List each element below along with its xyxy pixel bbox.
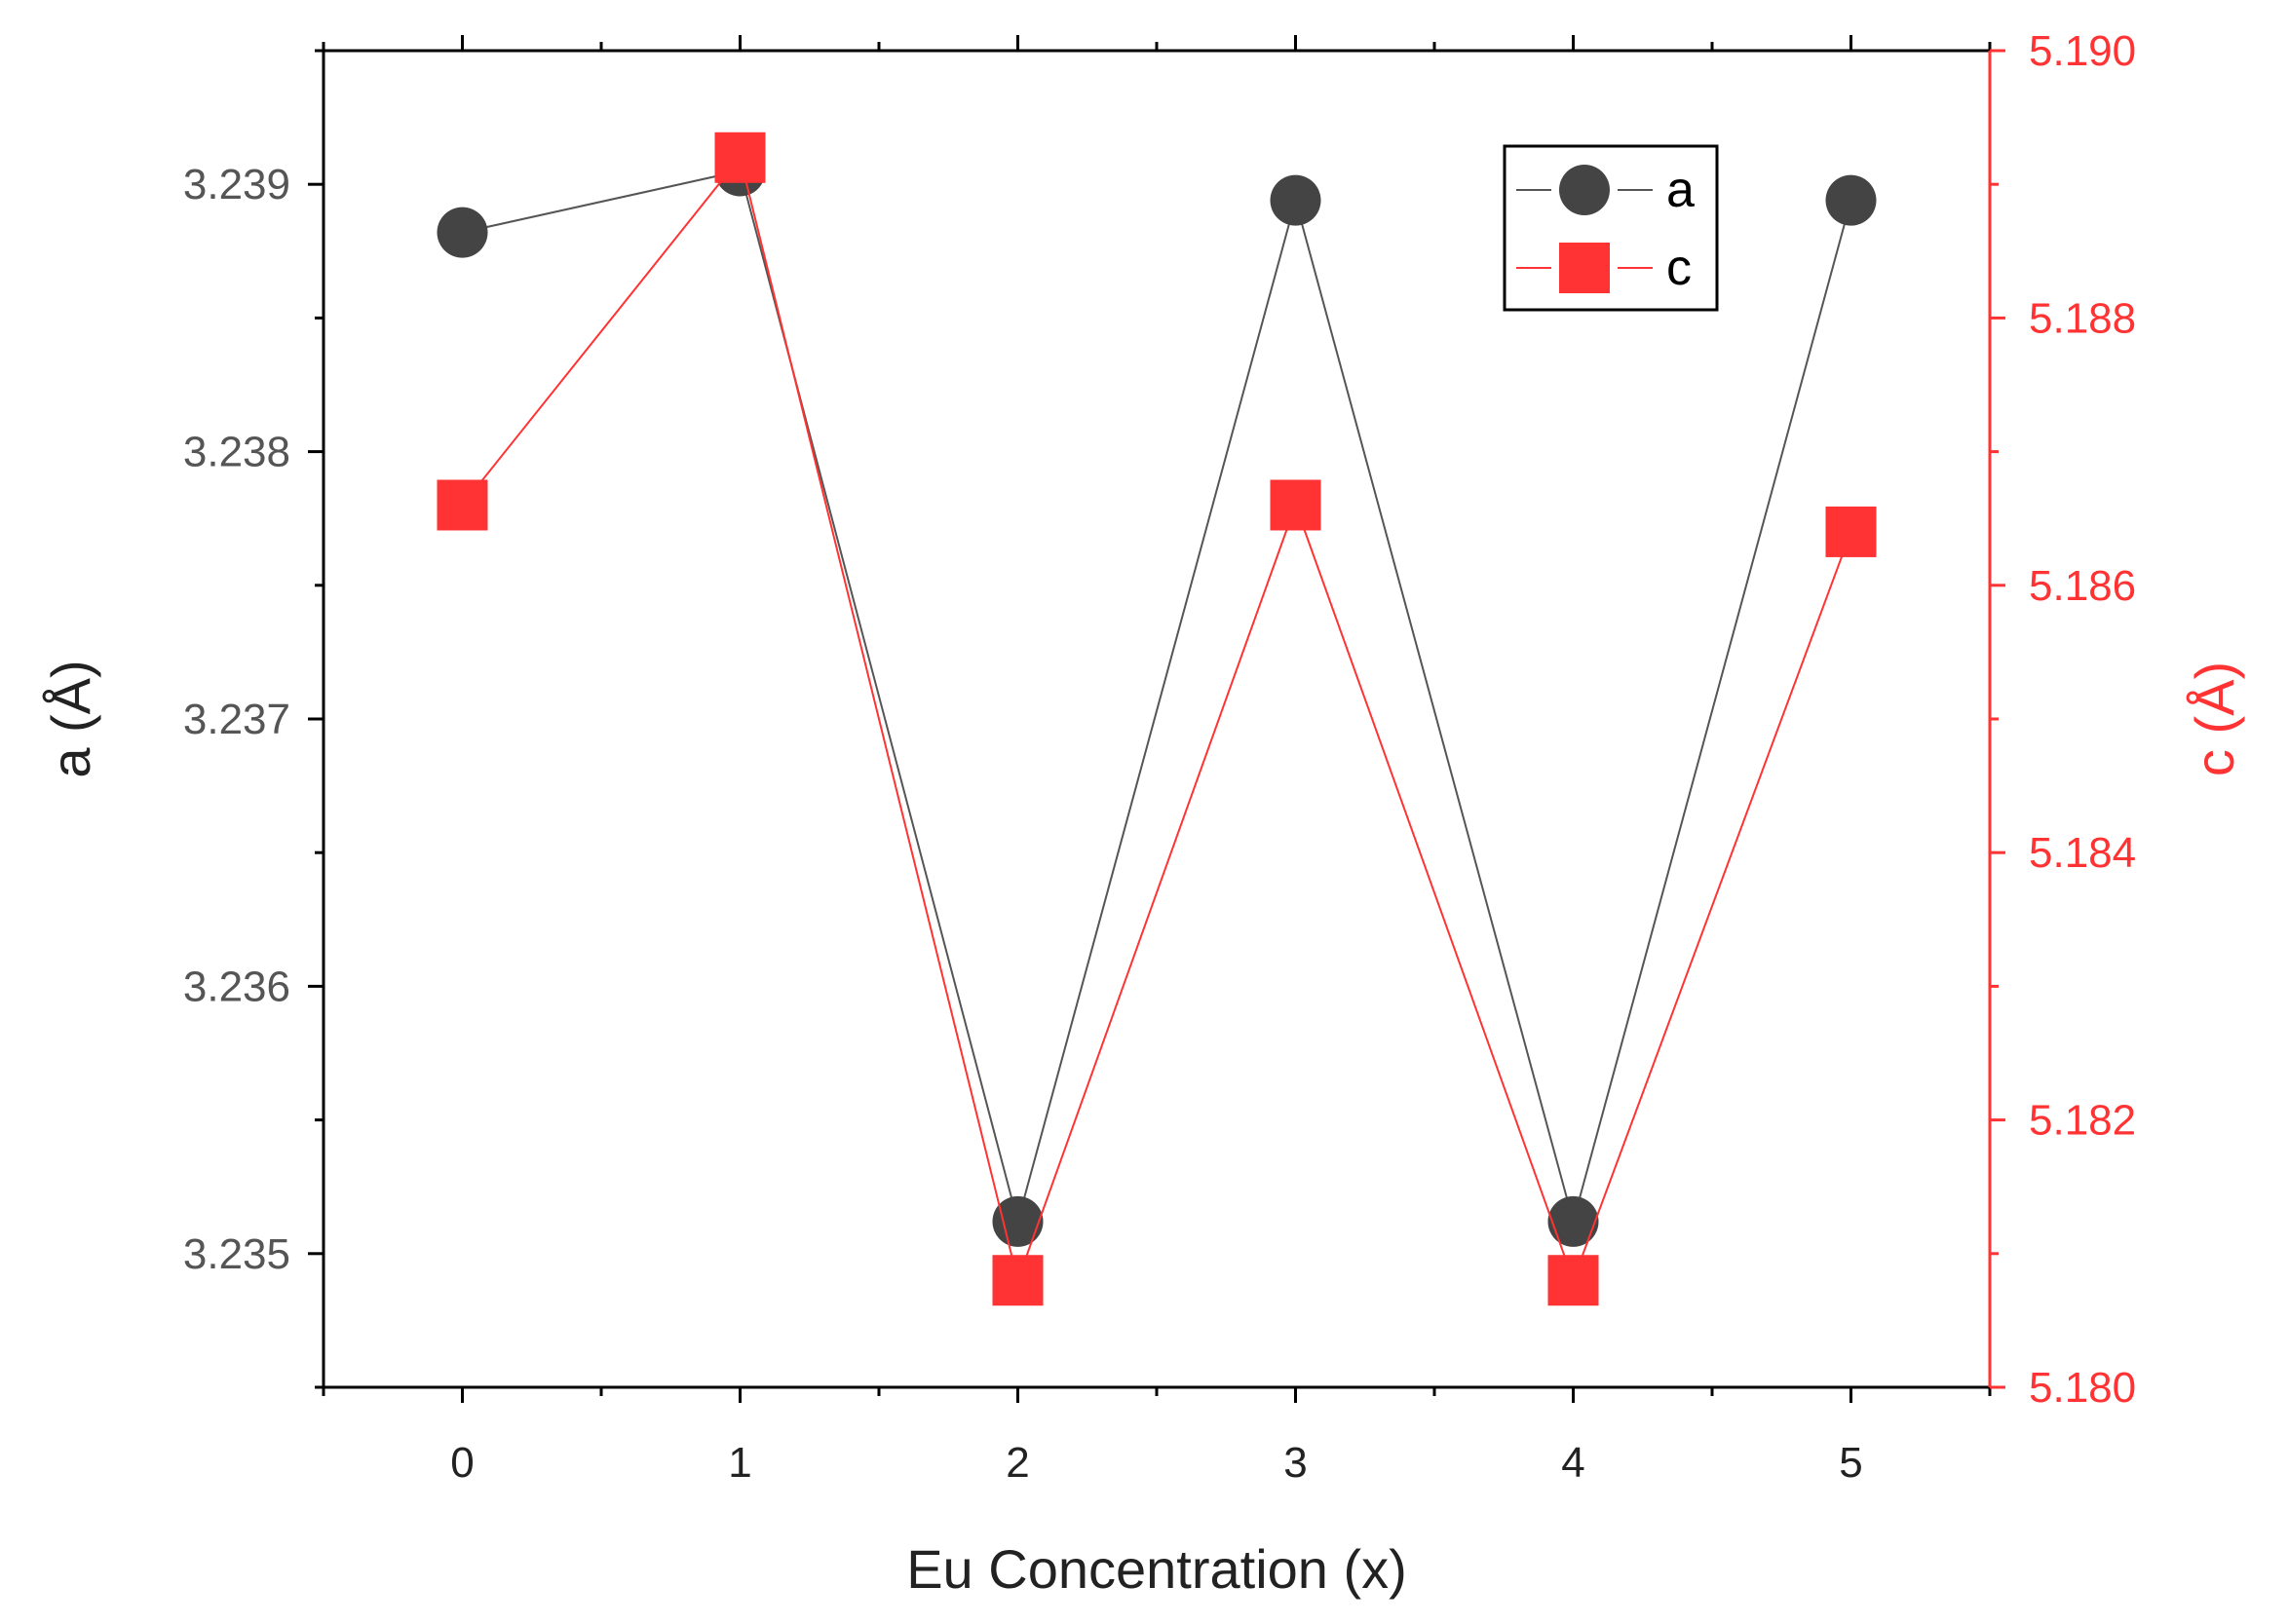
left-y-tick-label: 3.239 [183, 161, 290, 208]
left-y-tick-label: 3.235 [183, 1230, 290, 1278]
x-tick-label: 3 [1283, 1439, 1307, 1487]
left-y-axis-label: a (Å) [40, 660, 101, 777]
data-point-c [1825, 506, 1877, 557]
right-y-tick-label: 5.184 [2029, 829, 2136, 877]
data-point-c [437, 479, 488, 531]
left-y-tick-label: 3.237 [183, 696, 290, 743]
data-point-c [992, 1255, 1044, 1306]
data-point-a [992, 1195, 1044, 1247]
legend-label-c: c [1666, 240, 1692, 296]
data-point-c [714, 132, 766, 183]
data-point-a [437, 207, 488, 258]
data-point-c [1270, 479, 1321, 531]
legend-box [1503, 144, 1719, 312]
right-y-tick-label: 5.180 [2029, 1364, 2136, 1412]
series-line-a [462, 170, 1852, 1226]
legend-label-a: a [1666, 162, 1695, 218]
x-tick-label: 1 [728, 1439, 751, 1487]
x-axis-label: Eu Concentration (x) [906, 1538, 1407, 1600]
left-y-tick-label: 3.236 [183, 963, 290, 1010]
data-point-a [1270, 174, 1321, 226]
x-tick-label: 0 [450, 1439, 474, 1487]
data-point-a [1547, 1195, 1599, 1247]
x-tick-label: 4 [1561, 1439, 1584, 1487]
right-y-tick-label: 5.182 [2029, 1097, 2136, 1145]
data-point-a [1825, 174, 1877, 226]
data-point-c [1547, 1255, 1599, 1306]
right-y-axis-label: c (Å) [2184, 661, 2245, 776]
right-y-tick-label: 5.186 [2029, 562, 2136, 610]
left-y-tick-label: 3.238 [183, 429, 290, 476]
x-tick-label: 5 [1839, 1439, 1862, 1487]
right-y-tick-label: 5.188 [2029, 294, 2136, 342]
legend-marker-c [1559, 243, 1610, 293]
series-line-c [461, 155, 1852, 1284]
x-tick-label: 2 [1006, 1439, 1029, 1487]
legend-marker-a [1559, 165, 1610, 215]
right-y-tick-label: 5.190 [2029, 27, 2136, 75]
